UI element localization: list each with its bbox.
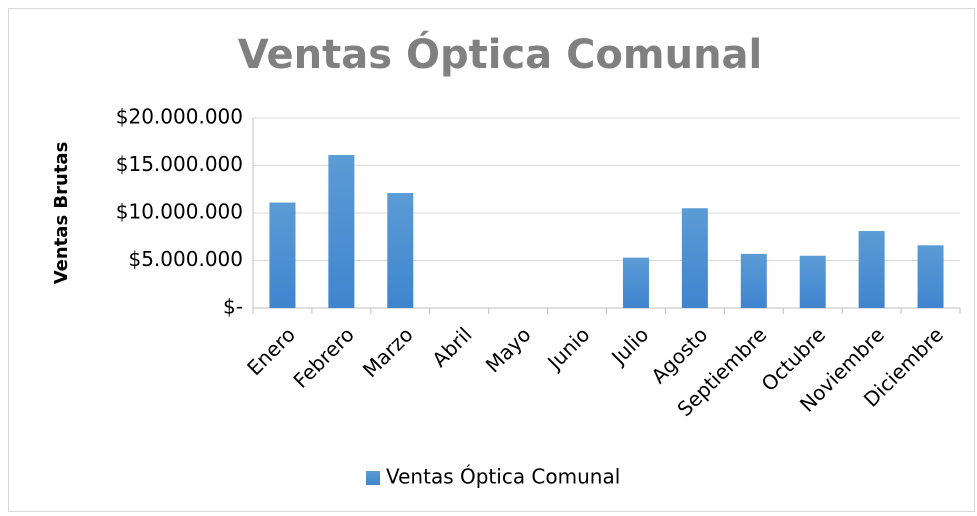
bar bbox=[681, 208, 708, 308]
bar bbox=[799, 255, 826, 308]
y-tick-label: $- bbox=[223, 295, 243, 319]
legend-swatch bbox=[366, 471, 380, 485]
y-tick-label: $5.000.000 bbox=[128, 247, 243, 271]
bar bbox=[269, 202, 296, 308]
chart-title: Ventas Óptica Comunal bbox=[238, 30, 763, 78]
bar bbox=[858, 231, 885, 308]
bar bbox=[917, 245, 944, 308]
y-tick-label: $10.000.000 bbox=[116, 200, 243, 224]
y-tick-label: $15.000.000 bbox=[116, 152, 243, 176]
bar bbox=[387, 193, 414, 308]
bar bbox=[622, 257, 649, 308]
bar bbox=[328, 155, 355, 308]
y-tick-label: $20.000.000 bbox=[116, 105, 243, 129]
legend-label: Ventas Óptica Comunal bbox=[386, 465, 620, 489]
bar bbox=[740, 253, 767, 308]
y-axis-label: Ventas Brutas bbox=[51, 142, 72, 285]
